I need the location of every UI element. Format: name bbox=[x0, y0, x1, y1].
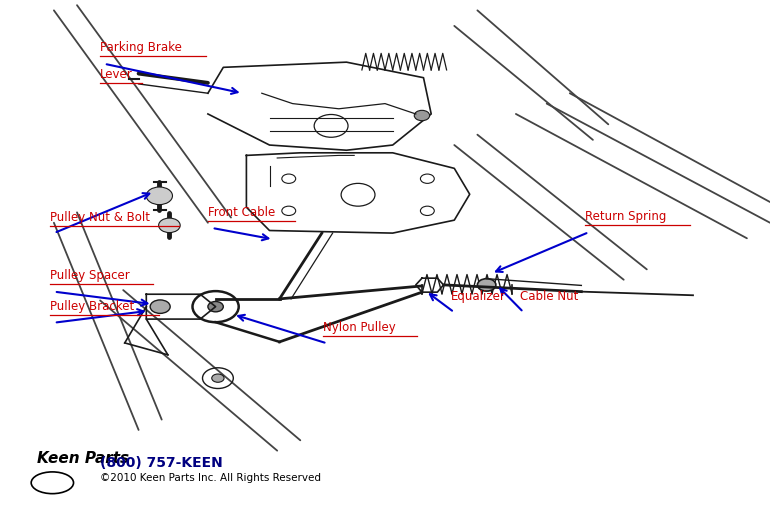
Text: ©2010 Keen Parts Inc. All Rights Reserved: ©2010 Keen Parts Inc. All Rights Reserve… bbox=[100, 473, 321, 483]
Circle shape bbox=[150, 300, 170, 313]
Circle shape bbox=[212, 374, 224, 382]
Circle shape bbox=[159, 218, 180, 233]
Text: Nylon Pulley: Nylon Pulley bbox=[323, 321, 396, 334]
Text: Parking Brake: Parking Brake bbox=[100, 41, 182, 54]
Text: Return Spring: Return Spring bbox=[585, 210, 667, 223]
Circle shape bbox=[477, 279, 496, 291]
Text: Pulley Spacer: Pulley Spacer bbox=[50, 269, 130, 282]
Circle shape bbox=[208, 301, 223, 312]
Text: Pulley Nut & Bolt: Pulley Nut & Bolt bbox=[50, 211, 150, 224]
Text: Keen Parts: Keen Parts bbox=[37, 451, 129, 466]
Text: Lever: Lever bbox=[100, 68, 133, 81]
Text: Equalizer: Equalizer bbox=[450, 290, 505, 303]
Text: (800) 757-KEEN: (800) 757-KEEN bbox=[100, 456, 223, 470]
Circle shape bbox=[414, 110, 430, 121]
Text: Front Cable: Front Cable bbox=[208, 206, 275, 219]
Text: Cable Nut: Cable Nut bbox=[520, 290, 578, 303]
Circle shape bbox=[146, 187, 172, 205]
Text: Pulley Bracket: Pulley Bracket bbox=[50, 300, 134, 313]
